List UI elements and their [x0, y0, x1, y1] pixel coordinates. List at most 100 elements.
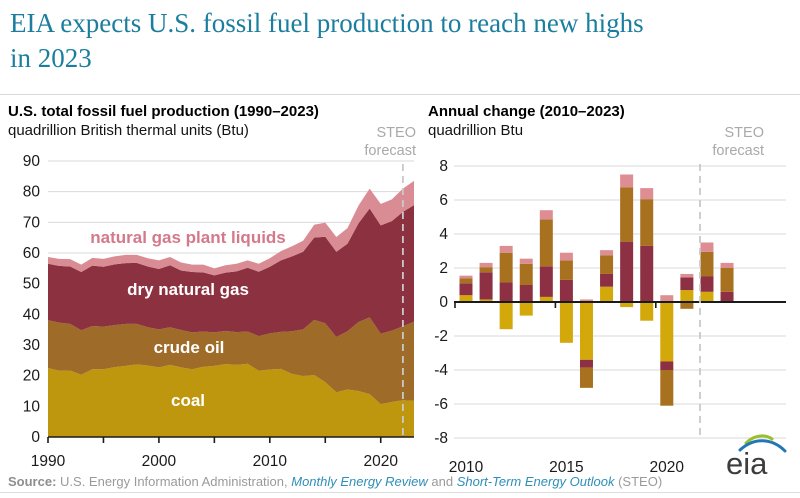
bar-2011-natural-gas-plant-liquids [479, 262, 493, 268]
bar-2022-dry-natural-gas [700, 276, 714, 292]
right-chart-svg: 8 6 4 2 0 -2 -4 -6 -8 2010 2015 2020 [424, 150, 800, 487]
bar-2015-coal [559, 302, 573, 343]
area-natural-gas-plant-liquids [48, 180, 414, 276]
header-divider [0, 94, 800, 95]
svg-text:dry natural gas: dry natural gas [127, 280, 249, 299]
left-chart-subtitle: quadrillion British thermal units (Btu) [8, 122, 249, 139]
bar-2017-dry-natural-gas [600, 273, 614, 287]
svg-text:6: 6 [439, 192, 448, 209]
bar-2013-natural-gas-plant-liquids [519, 258, 533, 264]
svg-text:10: 10 [23, 398, 41, 415]
svg-text:-2: -2 [434, 328, 448, 345]
svg-text:50: 50 [23, 276, 41, 293]
bar-2023-natural-gas-plant-liquids [720, 262, 734, 268]
bar-2013-dry-natural-gas [519, 285, 533, 302]
svg-text:natural gas plant liquids: natural gas plant liquids [90, 228, 286, 247]
short-term-energy-outlook-link[interactable]: Short-Term Energy Outlook [456, 474, 615, 489]
bar-2022-natural-gas-plant-liquids [700, 242, 714, 252]
bar-2020-crude-oil [660, 370, 674, 406]
bar-2019-dry-natural-gas [640, 245, 654, 302]
bar-2014-coal [539, 296, 553, 302]
svg-text:crude oil: crude oil [154, 338, 225, 357]
bar-2016-coal [579, 302, 593, 360]
svg-text:2010: 2010 [253, 453, 288, 470]
bar-2011-dry-natural-gas [479, 272, 493, 300]
svg-text:-8: -8 [434, 430, 448, 447]
svg-text:30: 30 [23, 337, 41, 354]
svg-text:0: 0 [31, 429, 40, 446]
svg-text:60: 60 [23, 245, 41, 262]
bar-2012-dry-natural-gas [499, 282, 513, 302]
svg-text:70: 70 [23, 214, 41, 231]
area-crude-oil [48, 317, 414, 405]
eia-logo-green-swoosh-icon [744, 434, 774, 445]
bar-2019-crude-oil [640, 199, 654, 246]
area-dry-natural-gas [48, 205, 414, 338]
right-zero-axis [454, 301, 786, 308]
bar-2020-dry-natural-gas [660, 361, 674, 370]
bar-2010-natural-gas-plant-liquids [459, 275, 473, 279]
svg-text:2: 2 [439, 260, 448, 277]
left-x-axis: 1990 2000 2010 2020 [31, 436, 414, 470]
bar-2014-crude-oil [539, 219, 553, 267]
annual-change-bars [459, 174, 734, 406]
left-chart-title: U.S. total fossil fuel production (1990–… [8, 103, 319, 120]
bar-2016-crude-oil [579, 367, 593, 388]
bar-2018-natural-gas-plant-liquids [620, 174, 634, 188]
svg-text:4: 4 [439, 226, 448, 243]
svg-text:2000: 2000 [142, 453, 177, 470]
bar-2020-coal [660, 302, 674, 362]
right-chart-panel: Annual change (2010–2023) quadrillion Bt… [428, 103, 800, 483]
bar-2014-natural-gas-plant-liquids [539, 210, 553, 220]
bar-2012-coal [499, 302, 513, 330]
bar-2017-natural-gas-plant-liquids [600, 250, 614, 256]
svg-text:2010: 2010 [449, 459, 484, 476]
bar-2015-dry-natural-gas [559, 279, 573, 302]
left-y-axis-labels: 0 10 20 30 40 50 60 70 80 90 [23, 153, 41, 446]
bar-2011-coal [479, 299, 493, 302]
page-title-line1: EIA expects U.S. fossil fuel production … [10, 8, 644, 38]
bar-2016-natural-gas-plant-liquids [579, 299, 593, 302]
right-y-axis-labels: 8 6 4 2 0 -2 -4 -6 -8 [434, 158, 448, 447]
bar-2020-natural-gas-plant-liquids [660, 295, 674, 302]
svg-text:90: 90 [23, 153, 41, 170]
bar-2010-dry-natural-gas [459, 283, 473, 296]
bar-2010-crude-oil [459, 278, 473, 284]
monthly-energy-review-link[interactable]: Monthly Energy Review [291, 474, 428, 489]
right-chart-title: Annual change (2010–2023) [428, 103, 625, 120]
bar-2014-dry-natural-gas [539, 266, 553, 297]
source-prefix: Source: [8, 474, 57, 489]
bar-2017-crude-oil [600, 255, 614, 274]
bar-2018-coal [620, 302, 634, 308]
bar-2017-coal [600, 286, 614, 302]
right-steo-forecast-label: STEO forecast [712, 125, 764, 159]
svg-text:-6: -6 [434, 396, 448, 413]
bar-2021-natural-gas-plant-liquids [680, 273, 694, 278]
bar-2012-natural-gas-plant-liquids [499, 245, 513, 253]
bar-2018-dry-natural-gas [620, 241, 634, 302]
bar-2022-crude-oil [700, 251, 714, 277]
area-coal [48, 363, 414, 437]
bar-2021-coal [680, 290, 694, 302]
bar-2021-crude-oil [680, 302, 694, 309]
eia-logo-blue-swoosh-icon [738, 439, 787, 453]
svg-text:1990: 1990 [31, 453, 66, 470]
bar-2021-dry-natural-gas [680, 277, 694, 291]
bar-2019-coal [640, 302, 654, 321]
svg-text:40: 40 [23, 306, 41, 323]
bar-2022-coal [700, 291, 714, 302]
bar-2023-dry-natural-gas [720, 291, 734, 302]
bar-2023-crude-oil [720, 268, 734, 292]
bar-2015-natural-gas-plant-liquids [559, 252, 573, 261]
bar-2015-crude-oil [559, 260, 573, 280]
bar-2018-crude-oil [620, 187, 634, 242]
eia-logo-text: eia [726, 446, 768, 481]
svg-text:80: 80 [23, 184, 41, 201]
left-steo-forecast-label: STEO forecast [364, 125, 416, 159]
left-chart-panel: U.S. total fossil fuel production (1990–… [8, 103, 416, 483]
svg-text:2015: 2015 [549, 459, 583, 476]
svg-text:coal: coal [171, 391, 205, 410]
bottom-divider [0, 492, 800, 493]
bar-2019-natural-gas-plant-liquids [640, 188, 654, 200]
svg-text:0: 0 [439, 294, 448, 311]
